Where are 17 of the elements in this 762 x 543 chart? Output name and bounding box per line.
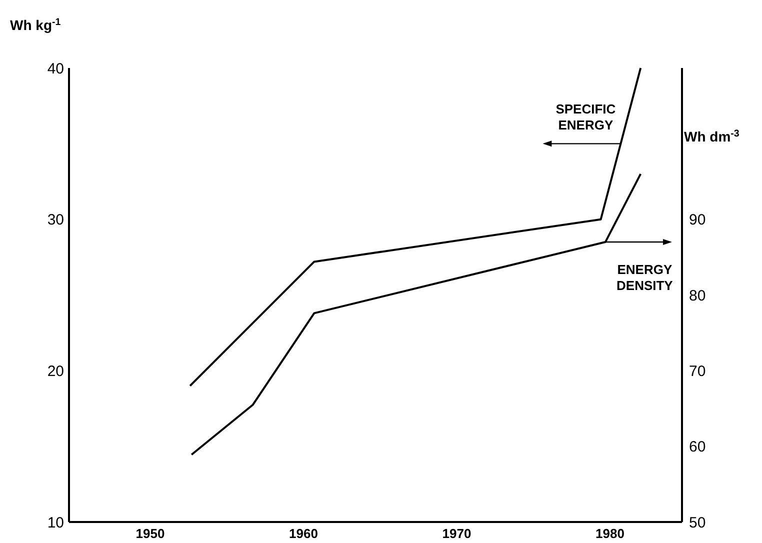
series-label: ENERGY DENSITY	[616, 262, 674, 294]
series-label: SPECIFIC ENERGY	[556, 102, 616, 133]
y2-axis-title: Wh dm$^{-3}$	[684, 128, 740, 144]
y2-tick-label: 90	[689, 212, 706, 229]
x-tick-label: 1970	[442, 526, 472, 541]
x-tick-label: 1960	[289, 526, 318, 541]
y-tick-label: 20	[47, 362, 64, 380]
y-tick-label: 10	[47, 514, 64, 532]
y-axis-title: Wh kg$^{-1}$	[10, 16, 62, 33]
y2-tick-label: 80	[689, 287, 706, 304]
y-tick-label: 40	[47, 60, 64, 78]
y2-tick-label: 50	[689, 514, 706, 532]
y2-tick-label: 60	[689, 438, 706, 456]
y2-tick-label: 70	[689, 362, 706, 380]
y-tick-label: 30	[47, 212, 64, 229]
x-tick-label: 1950	[136, 526, 165, 541]
x-tick-label: 1980	[596, 526, 624, 541]
